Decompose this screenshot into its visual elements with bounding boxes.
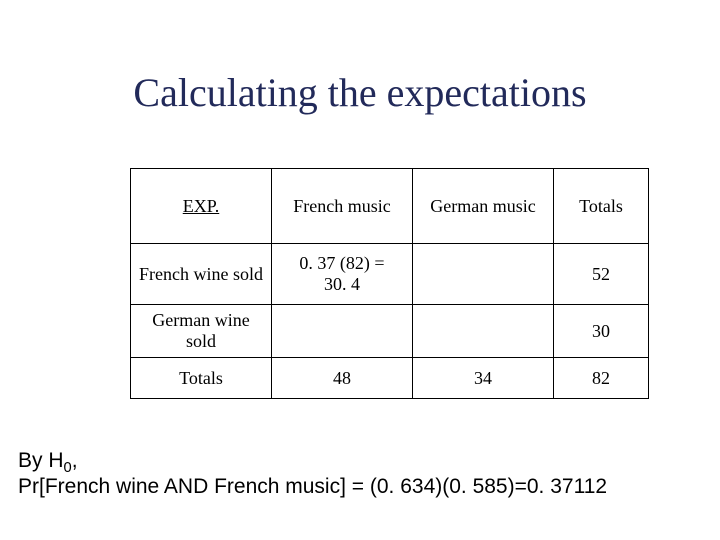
footnote-text: By H0, Pr[French wine AND French music] …	[18, 448, 607, 500]
cell-french-german	[413, 244, 554, 305]
cell-german-french	[272, 305, 413, 358]
row-totals-label: Totals	[131, 358, 272, 399]
cell-german-german	[413, 305, 554, 358]
row-french-wine-label: French wine sold	[131, 244, 272, 305]
cell-grand-total: 82	[554, 358, 649, 399]
cell-french-total: 52	[554, 244, 649, 305]
header-totals: Totals	[554, 169, 649, 244]
german-line1: German wine	[152, 310, 249, 330]
table-row: French wine sold 0. 37 (82) = 30. 4 52	[131, 244, 649, 305]
header-french-music: French music	[272, 169, 413, 244]
footnote-comma: ,	[72, 449, 78, 472]
header-exp: EXP.	[131, 169, 272, 244]
cell-total-french: 48	[272, 358, 413, 399]
table-row: German wine sold 30	[131, 305, 649, 358]
cell-total-german: 34	[413, 358, 554, 399]
table-row: EXP. French music German music Totals	[131, 169, 649, 244]
footnote-byh: By H	[18, 449, 64, 472]
row-german-wine-label: German wine sold	[131, 305, 272, 358]
calc-line2: 30. 4	[324, 274, 360, 294]
cell-french-french-calc: 0. 37 (82) = 30. 4	[272, 244, 413, 305]
calc-line1: 0. 37 (82) =	[299, 253, 384, 273]
footnote-prob: Pr[French wine AND French music] = (0. 6…	[18, 475, 607, 498]
german-line2: sold	[186, 331, 216, 351]
footnote-h0-sub: 0	[64, 460, 72, 476]
table-row: Totals 48 34 82	[131, 358, 649, 399]
slide-title: Calculating the expectations	[0, 69, 720, 116]
cell-german-total: 30	[554, 305, 649, 358]
header-german-music: German music	[413, 169, 554, 244]
expectations-table: EXP. French music German music Totals Fr…	[130, 168, 649, 399]
